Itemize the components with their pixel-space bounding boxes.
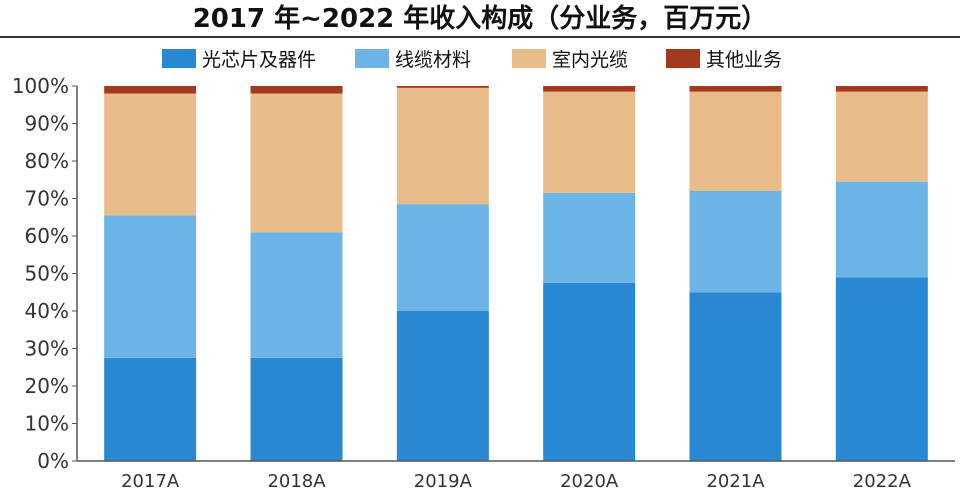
y-tick-label: 40% xyxy=(25,299,69,323)
bar-segment xyxy=(104,86,197,94)
bar-segment xyxy=(543,91,636,193)
bar-segment xyxy=(396,311,489,461)
y-tick-label: 70% xyxy=(25,187,69,211)
bar-segment xyxy=(396,87,489,205)
x-tick-label: 2021A xyxy=(706,471,765,491)
legend-swatch xyxy=(162,49,196,68)
bar-segment xyxy=(250,232,343,358)
bar-segment xyxy=(835,91,928,182)
bars-group xyxy=(104,86,928,461)
bar-segment xyxy=(104,93,197,216)
legend-label: 线缆材料 xyxy=(395,49,471,71)
x-tick-label: 2017A xyxy=(121,471,180,491)
chart-title: 2017 年~2022 年收入构成（分业务，百万元） xyxy=(192,4,768,34)
legend-label: 光芯片及器件 xyxy=(202,49,316,71)
bar-segment xyxy=(689,292,782,461)
y-tick-label: 20% xyxy=(25,374,69,398)
y-tick-label: 50% xyxy=(25,262,69,286)
x-tick-label: 2019A xyxy=(414,471,473,491)
y-tick-label: 80% xyxy=(25,149,69,173)
y-tick-label: 10% xyxy=(25,412,69,436)
bar-segment xyxy=(689,191,782,293)
bar-segment xyxy=(396,204,489,311)
bar-segment xyxy=(396,86,489,88)
y-tick-label: 100% xyxy=(12,74,69,98)
bar-segment xyxy=(689,91,782,191)
bar-segment xyxy=(689,86,782,92)
legend-label: 室内光缆 xyxy=(552,49,628,71)
y-tick-label: 0% xyxy=(37,449,69,473)
bar-segment xyxy=(835,277,928,461)
legend-swatch xyxy=(512,49,546,68)
legend-swatch xyxy=(355,49,389,68)
y-tick-label: 90% xyxy=(25,112,69,136)
x-tick-label: 2018A xyxy=(267,471,326,491)
y-tick-labels: 0% 10% 20% 30% 40% 50% 60% 70% 80% 90% 100% xyxy=(12,74,77,473)
bar-segment xyxy=(250,93,343,233)
bar-segment xyxy=(104,357,197,461)
axes xyxy=(76,86,955,462)
bar-segment xyxy=(250,357,343,461)
bar-segment xyxy=(543,192,636,283)
x-tick-label: 2020A xyxy=(560,471,619,491)
legend-label: 其他业务 xyxy=(706,49,782,71)
bar-segment xyxy=(543,282,636,461)
bar-segment xyxy=(835,86,928,92)
title-divider xyxy=(0,36,960,38)
x-tick-label: 2022A xyxy=(853,471,912,491)
bar-segment xyxy=(835,181,928,278)
y-tick-label: 60% xyxy=(25,224,69,248)
legend-swatch xyxy=(666,49,700,68)
bar-segment xyxy=(250,86,343,94)
legend: 光芯片及器件 线缆材料 室内光缆 其他业务 xyxy=(162,49,782,71)
x-tick-labels: 2017A 2018A 2019A 2020A 2021A 2022A xyxy=(121,471,911,491)
bar-segment xyxy=(104,215,197,358)
bar-segment xyxy=(543,86,636,92)
y-tick-label: 30% xyxy=(25,337,69,361)
